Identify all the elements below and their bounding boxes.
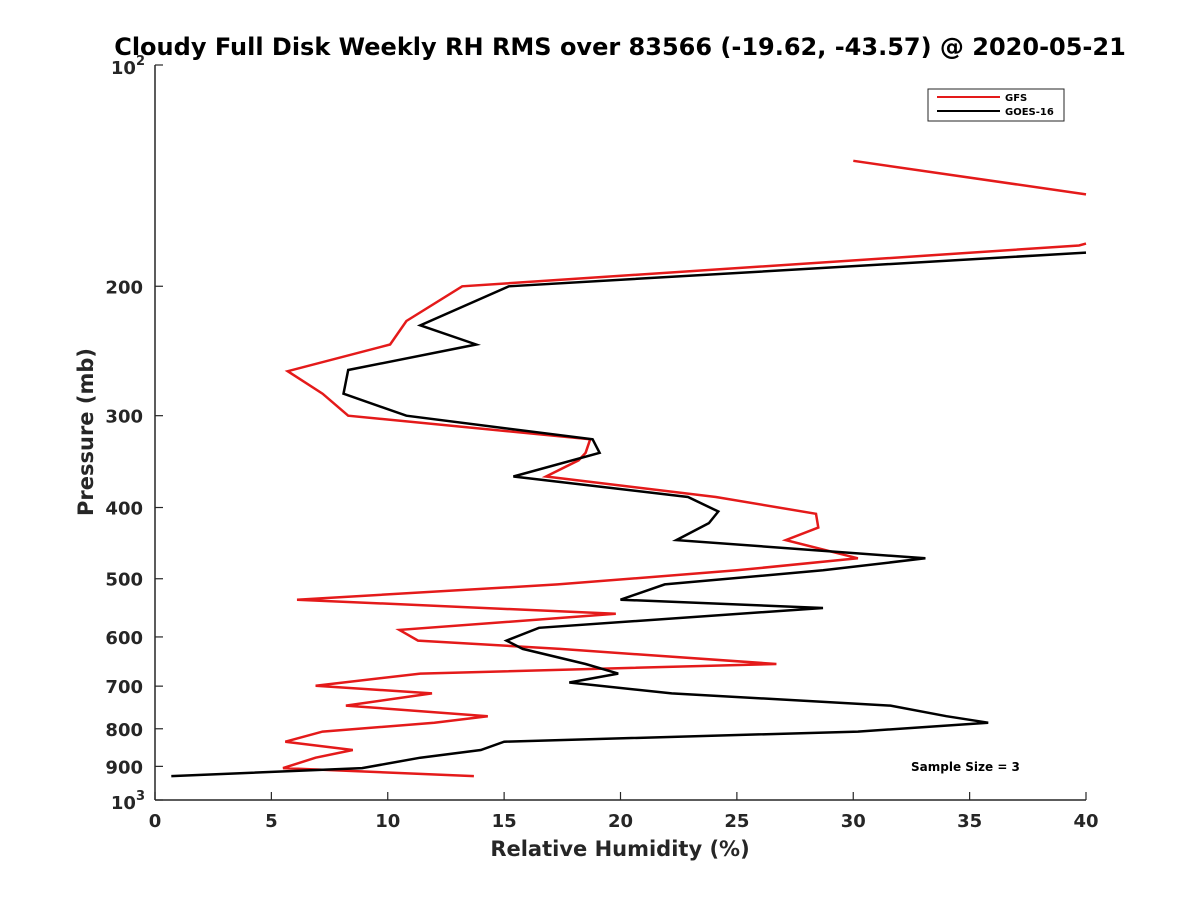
x-tick-label: 15 [492, 811, 517, 832]
x-tick-label: 20 [608, 811, 633, 832]
y-tick-label: 500 [105, 570, 143, 591]
x-tick-label: 35 [957, 811, 982, 832]
x-tick-label: 25 [724, 811, 749, 832]
plot-area: 0 5 10 15 20 25 30 35 40 102 200 300 400 500 600 700 80… [105, 54, 1098, 832]
x-tick-label: 10 [375, 811, 400, 832]
legend-box [927, 88, 1065, 122]
x-tick-label: 40 [1073, 811, 1098, 832]
x-tick-label: 0 [149, 811, 162, 832]
y-tick-label: 102 [111, 54, 145, 79]
y-tick-label: 200 [105, 277, 143, 298]
y-axis-label: Pressure (mb) [74, 348, 98, 516]
chart-title: Cloudy Full Disk Weekly RH RMS over 8356… [114, 33, 1126, 61]
series-line-gfs-segment-2 [282, 242, 1087, 778]
y-tick-label: 300 [105, 407, 143, 428]
x-tick-label: 5 [265, 811, 278, 832]
y-tick-label: 103 [111, 789, 145, 814]
legend-label-goes16: GOES-16 [1005, 107, 1054, 118]
series-layer [171, 159, 1087, 778]
y-tick-label: 800 [105, 720, 143, 741]
y-tick-label: 600 [105, 628, 143, 649]
y-ticks: 102 200 300 400 500 600 700 800 900 103 [105, 54, 163, 814]
x-axis-label: Relative Humidity (%) [490, 837, 749, 861]
legend: GFS GOES-16 [927, 88, 1065, 122]
y-tick-label: 700 [105, 677, 143, 698]
x-ticks: 0 5 10 15 20 25 30 35 40 [149, 792, 1099, 832]
y-tick-label: 900 [105, 757, 143, 778]
legend-label-gfs: GFS [1005, 93, 1027, 104]
sample-size-annotation: Sample Size = 3 [911, 760, 1020, 774]
x-tick-label: 30 [841, 811, 866, 832]
y-tick-label: 400 [105, 499, 143, 520]
series-line-gfs-segment-1 [853, 159, 1087, 196]
series-line-goes16-segment-1 [171, 251, 1087, 778]
